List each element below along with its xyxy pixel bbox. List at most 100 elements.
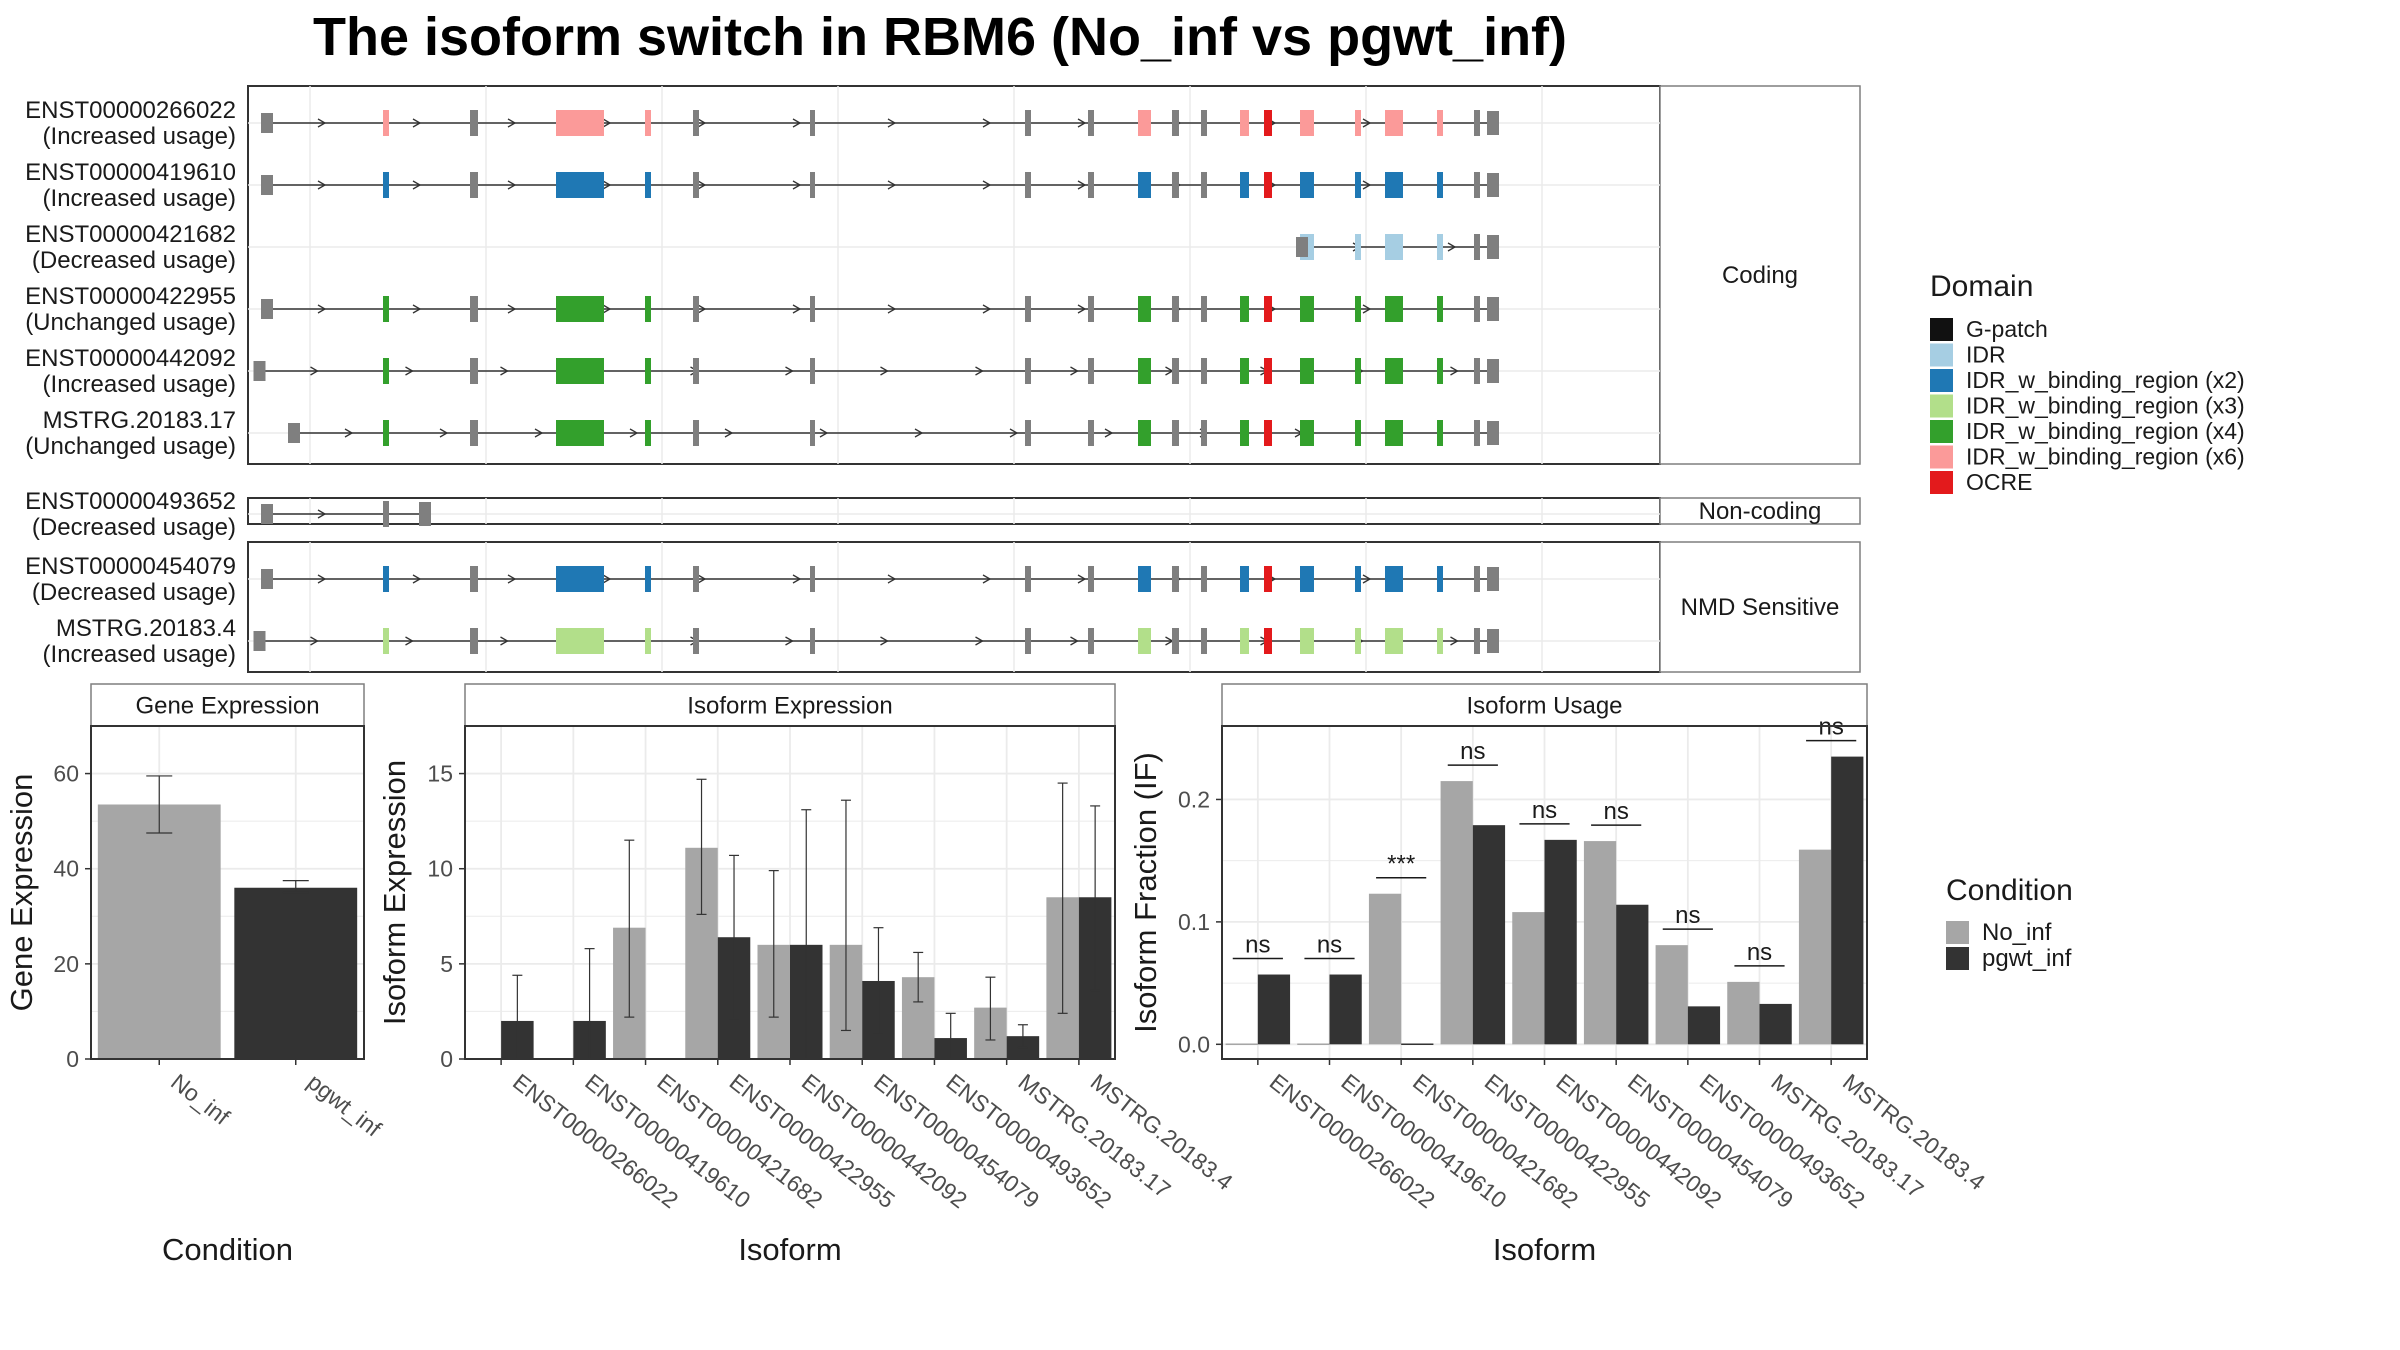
exon: [1437, 234, 1443, 260]
isoform-id-label: ENST00000493652: [25, 488, 236, 515]
direction-arrow: [412, 118, 422, 128]
exon: [1088, 358, 1094, 384]
direction-arrow: [310, 636, 319, 646]
isoform-id-label: ENST00000454079: [25, 553, 236, 580]
x-axis-title: Condition: [162, 1232, 293, 1267]
exon: [470, 172, 478, 198]
y-tick-label: 5: [440, 951, 453, 977]
utr-exon: [1487, 111, 1499, 135]
bar-No_inf: [1583, 841, 1617, 1045]
x-axis-title: Isoform: [1493, 1232, 1596, 1267]
exon: [1355, 172, 1361, 198]
direction-arrow: [914, 428, 924, 438]
exon: [1138, 566, 1151, 592]
direction-arrow: [507, 180, 517, 190]
bar-pgwt_inf: [1687, 1006, 1721, 1045]
exon: [693, 566, 699, 592]
exon: [1172, 628, 1179, 654]
exon: [1355, 420, 1361, 446]
exon: [383, 110, 389, 136]
isoform-usage-label: (Decreased usage): [32, 514, 236, 541]
direction-arrow: [317, 118, 327, 128]
utr-exon: [1487, 297, 1499, 321]
x-tick-label: No_inf: [166, 1068, 235, 1130]
exon: [1474, 172, 1480, 198]
exon: [1437, 172, 1443, 198]
direction-arrow: [982, 304, 992, 314]
direction-arrow: [792, 574, 802, 584]
significance-label: ns: [1317, 932, 1342, 959]
exon: [470, 358, 478, 384]
y-tick-label: 10: [427, 856, 453, 882]
exon: [1025, 296, 1031, 322]
exon: [1088, 566, 1094, 592]
exon: [1240, 172, 1249, 198]
domain-legend-label: IDR_w_binding_region (x2): [1966, 367, 2245, 393]
y-tick-label: 0.1: [1178, 909, 1210, 935]
exon: [383, 628, 389, 654]
ocre-domain: [1264, 566, 1272, 592]
ocre-domain: [1264, 420, 1272, 446]
exon: [383, 172, 389, 198]
direction-arrow: [412, 304, 422, 314]
bar-pgwt_inf: [1759, 1003, 1792, 1045]
exon: [1025, 566, 1031, 592]
exon: [1385, 420, 1403, 446]
exon: [1474, 566, 1480, 592]
significance-label: ns: [1245, 932, 1270, 959]
plot-border: [1221, 725, 1868, 1060]
direction-arrow: [1077, 118, 1087, 128]
isoform-id-label: ENST00000422955: [25, 283, 236, 310]
bar-panel-isoform-expression: Isoform Expression051015ENST00000266022E…: [377, 683, 1238, 1267]
facet-strip-label: Coding: [1722, 262, 1798, 289]
utr-exon: [1296, 237, 1308, 257]
exon: [645, 296, 651, 322]
bar-pgwt_inf: [1616, 904, 1649, 1045]
exon: [1437, 358, 1443, 384]
direction-arrow: [785, 366, 794, 376]
domain-legend-swatch: [1930, 471, 1953, 494]
exon: [1300, 172, 1314, 198]
exon: [645, 172, 651, 198]
isoform-id-label: ENST00000442092: [25, 345, 236, 372]
exon: [693, 420, 699, 446]
plot-border: [90, 725, 365, 1060]
significance-label: ns: [1532, 797, 1557, 824]
bar-panel-isoform-usage: Isoform Usage0.00.10.2nsENST00000266022n…: [1128, 683, 1990, 1267]
bar-No_inf: [1440, 781, 1473, 1045]
exon: [693, 628, 699, 654]
exon: [1355, 110, 1361, 136]
direction-arrow: [317, 304, 327, 314]
exon: [1088, 110, 1094, 136]
ocre-domain: [1264, 110, 1272, 136]
condition-legend-title: Condition: [1946, 874, 2073, 907]
exon: [1088, 420, 1094, 446]
exon: [810, 420, 815, 446]
isoform-id-label: ENST00000419610: [25, 159, 236, 186]
domain-legend-swatch: [1930, 369, 1953, 392]
direction-arrow: [880, 366, 889, 376]
direction-arrow: [1077, 180, 1087, 190]
direction-arrow: [982, 118, 992, 128]
exon: [1474, 358, 1480, 384]
utr-exon: [1487, 235, 1499, 259]
direction-arrow: [1077, 304, 1087, 314]
direction-arrow: [412, 574, 422, 584]
utr-exon: [1487, 421, 1499, 445]
domain-legend-swatch: [1930, 343, 1953, 367]
bar-No_inf: [1798, 849, 1832, 1045]
exon: [1474, 420, 1480, 446]
exon: [1474, 234, 1480, 260]
exon: [1240, 296, 1249, 322]
direction-arrow: [405, 366, 414, 376]
exon: [1201, 296, 1207, 322]
exon: [645, 358, 651, 384]
exon: [1201, 628, 1207, 654]
bar-pgwt_inf: [234, 887, 358, 1059]
exon: [1025, 172, 1031, 198]
direction-arrow: [405, 636, 414, 646]
direction-arrow: [697, 118, 707, 128]
direction-arrow: [317, 574, 327, 584]
exon: [1437, 296, 1443, 322]
